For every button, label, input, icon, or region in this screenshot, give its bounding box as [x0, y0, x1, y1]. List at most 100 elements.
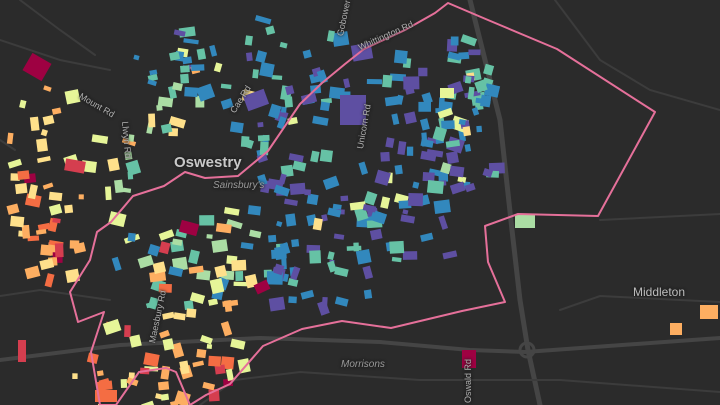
- building-footprint: [143, 352, 160, 367]
- building-footprint: [183, 38, 199, 45]
- building-footprint: [95, 390, 117, 402]
- building-footprint: [326, 30, 336, 42]
- building-footprint: [280, 164, 294, 178]
- building-footprint: [196, 348, 207, 359]
- building-footprint: [43, 85, 52, 92]
- building-footprint: [21, 224, 31, 239]
- building-footprint: [333, 233, 345, 240]
- building-footprint: [467, 86, 475, 100]
- building-footprint: [405, 86, 415, 95]
- building-footprint: [235, 270, 244, 282]
- building-footprint: [397, 140, 407, 155]
- building-footprint: [10, 215, 25, 228]
- building-footprint: [129, 334, 142, 348]
- building-footprint: [471, 107, 480, 116]
- building-footprint: [290, 266, 301, 281]
- building-footprint: [125, 159, 142, 176]
- building-footprint: [14, 183, 28, 195]
- building-footprint: [213, 62, 223, 73]
- building-footprint: [160, 393, 170, 401]
- building-footprint: [72, 373, 78, 380]
- building-footprint: [172, 82, 183, 92]
- building-footprint: [111, 256, 122, 272]
- building-footprint: [312, 115, 329, 126]
- building-footprint: [240, 242, 254, 250]
- building-footprint: [292, 160, 307, 172]
- building-footprint: [300, 289, 315, 300]
- building-footprint: [233, 281, 249, 287]
- building-footprint: [37, 222, 51, 231]
- building-footprint: [457, 175, 467, 183]
- building-footprint: [389, 73, 406, 82]
- building-footprint: [96, 370, 104, 377]
- building-footprint: [449, 165, 465, 178]
- building-footprint: [450, 36, 459, 46]
- building-footprint: [147, 243, 161, 257]
- building-footprint: [369, 228, 383, 241]
- building-footprint: [121, 138, 137, 147]
- road-line: [554, 0, 720, 111]
- building-footprint: [48, 203, 63, 216]
- building-footprint: [27, 235, 40, 242]
- building-footprint: [220, 83, 232, 90]
- building-footprint: [35, 228, 47, 235]
- building-footprint: [380, 196, 391, 209]
- building-footprint: [362, 265, 374, 280]
- building-footprint: [363, 191, 378, 206]
- building-footprint: [122, 187, 132, 194]
- building-footprint: [52, 217, 61, 224]
- building-footprint: [374, 169, 391, 186]
- building-footprint: [104, 186, 112, 201]
- building-footprint: [396, 94, 404, 105]
- building-footprint: [402, 209, 409, 215]
- building-footprint: [180, 73, 190, 84]
- building-footprint: [402, 251, 418, 260]
- building-footprint: [244, 138, 254, 149]
- building-footprint: [128, 134, 135, 142]
- building-footprint: [156, 104, 163, 111]
- building-footprint: [108, 211, 127, 228]
- building-footprint: [230, 338, 246, 350]
- building-footprint: [437, 107, 454, 119]
- building-footprint: [10, 173, 20, 181]
- building-footprint: [268, 103, 282, 119]
- building-footprint: [366, 78, 383, 85]
- building-footprint: [249, 229, 262, 239]
- building-footprint: [446, 151, 459, 165]
- building-footprint: [64, 204, 74, 214]
- building-footprint: [182, 56, 193, 65]
- building-footprint: [483, 83, 501, 98]
- village-label-middleton[interactable]: Middleton: [633, 285, 686, 299]
- building-footprint: [159, 329, 170, 339]
- town-label-oswestry[interactable]: Oswestry: [174, 154, 242, 171]
- building-footprint: [327, 251, 335, 261]
- building-footprint: [158, 283, 172, 293]
- building-footprint: [353, 242, 359, 252]
- poi-label-sainsburys[interactable]: Sainsbury's: [213, 180, 265, 191]
- building-footprint: [412, 181, 420, 189]
- building-footprint: [48, 191, 63, 202]
- building-footprint: [96, 380, 113, 391]
- building-footprint: [162, 311, 175, 320]
- building-footprint: [64, 89, 81, 105]
- building-footprint: [340, 195, 349, 202]
- building-footprint: [259, 62, 275, 78]
- building-footprint: [271, 75, 283, 80]
- building-footprint: [433, 199, 451, 215]
- building-footprint: [285, 213, 297, 227]
- building-footprint: [420, 150, 437, 162]
- building-footprint: [199, 215, 215, 226]
- building-footprint: [287, 277, 299, 287]
- building-footprint: [440, 88, 454, 98]
- building-footprint: [432, 126, 448, 142]
- building-footprint: [209, 277, 225, 295]
- building-footprint: [312, 217, 323, 231]
- poi-label-morrisons[interactable]: Morrisons: [341, 359, 385, 370]
- building-footprint: [304, 189, 311, 196]
- road-label-oswald-rd: Oswald Rd: [463, 358, 473, 403]
- building-footprint: [242, 88, 270, 112]
- building-footprint: [515, 214, 535, 228]
- building-footprint: [24, 265, 41, 280]
